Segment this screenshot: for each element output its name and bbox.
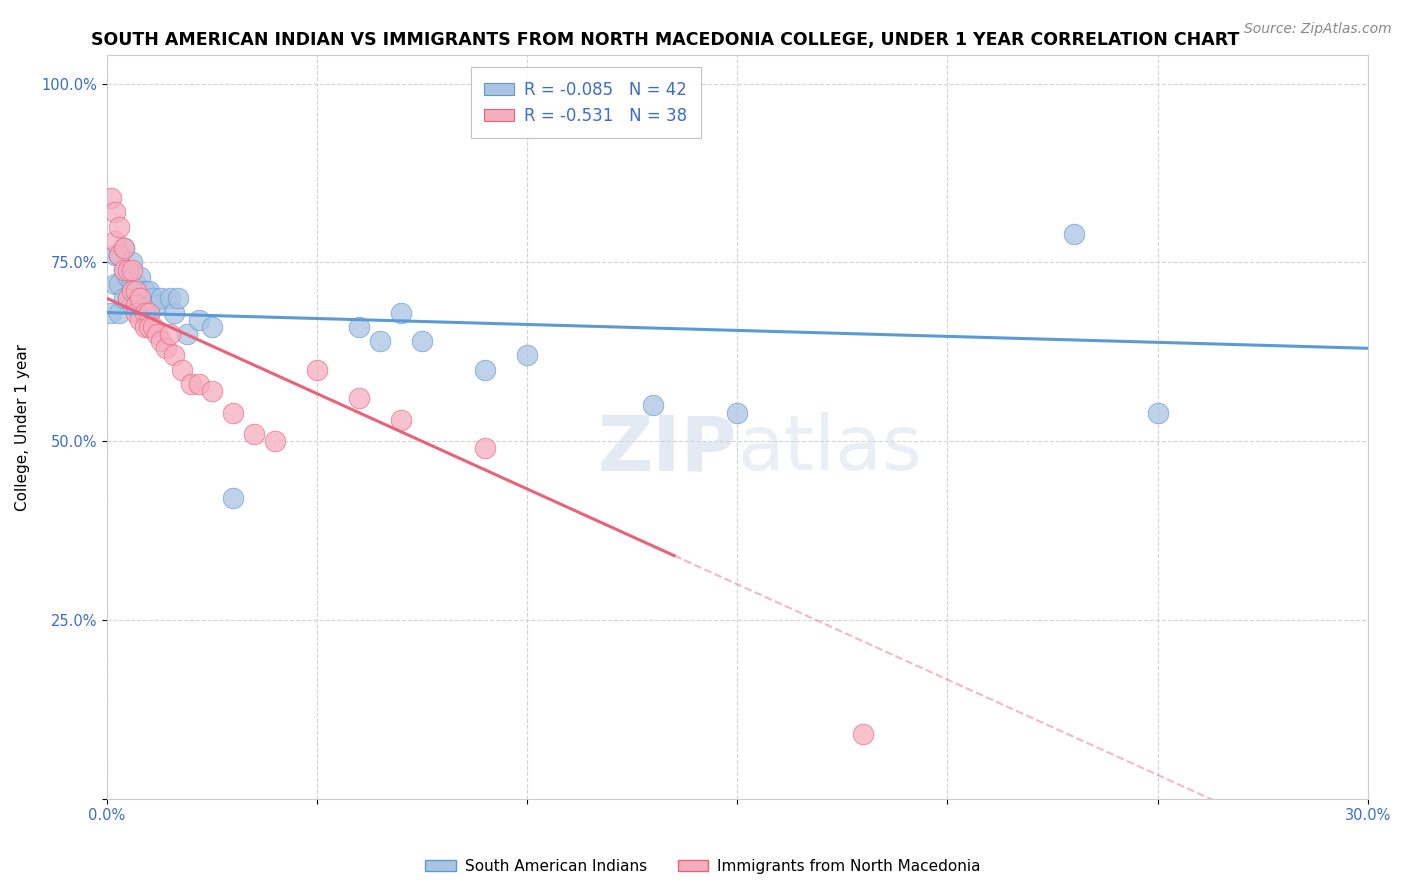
- Point: [121, 277, 143, 291]
- Point: [1146, 406, 1168, 420]
- Point: [108, 219, 131, 234]
- Point: [117, 291, 139, 305]
- Point: [159, 291, 181, 305]
- Point: [852, 727, 875, 741]
- Point: [138, 284, 160, 298]
- Point: [138, 319, 160, 334]
- Point: [347, 392, 370, 406]
- Point: [104, 234, 127, 248]
- Point: [129, 291, 152, 305]
- Point: [125, 305, 148, 319]
- Point: [121, 298, 143, 312]
- Point: [134, 319, 156, 334]
- Point: [108, 305, 131, 319]
- Point: [146, 326, 169, 341]
- Point: [142, 319, 165, 334]
- Point: [163, 305, 186, 319]
- Point: [125, 298, 148, 312]
- Point: [138, 305, 160, 319]
- Point: [474, 442, 496, 456]
- Point: [117, 269, 139, 284]
- Point: [389, 305, 412, 319]
- Point: [222, 491, 245, 506]
- Point: [176, 326, 198, 341]
- Point: [180, 377, 202, 392]
- Y-axis label: College, Under 1 year: College, Under 1 year: [15, 343, 30, 510]
- Point: [129, 291, 152, 305]
- Point: [389, 413, 412, 427]
- Point: [112, 262, 135, 277]
- Point: [163, 348, 186, 362]
- Point: [125, 284, 148, 298]
- Point: [129, 312, 152, 326]
- Point: [172, 363, 194, 377]
- Point: [347, 319, 370, 334]
- Point: [108, 277, 131, 291]
- Legend: South American Indians, Immigrants from North Macedonia: South American Indians, Immigrants from …: [419, 853, 987, 880]
- Point: [112, 241, 135, 255]
- Point: [243, 427, 266, 442]
- Point: [201, 319, 224, 334]
- Point: [201, 384, 224, 399]
- Point: [138, 305, 160, 319]
- Point: [305, 363, 328, 377]
- Point: [121, 262, 143, 277]
- Point: [125, 277, 148, 291]
- Point: [146, 298, 169, 312]
- Point: [368, 334, 391, 348]
- Point: [725, 406, 748, 420]
- Point: [188, 377, 211, 392]
- Point: [112, 241, 135, 255]
- Point: [142, 291, 165, 305]
- Point: [112, 291, 135, 305]
- Point: [100, 191, 122, 205]
- Text: Source: ZipAtlas.com: Source: ZipAtlas.com: [1244, 22, 1392, 37]
- Point: [108, 248, 131, 262]
- Point: [188, 312, 211, 326]
- Point: [108, 248, 131, 262]
- Point: [134, 305, 156, 319]
- Point: [1063, 227, 1085, 241]
- Point: [134, 284, 156, 298]
- Point: [150, 291, 173, 305]
- Point: [121, 284, 143, 298]
- Point: [155, 341, 177, 355]
- Point: [474, 363, 496, 377]
- Point: [121, 255, 143, 269]
- Point: [150, 334, 173, 348]
- Point: [100, 305, 122, 319]
- Point: [117, 262, 139, 277]
- Point: [222, 406, 245, 420]
- Point: [159, 326, 181, 341]
- Point: [125, 298, 148, 312]
- Point: [104, 248, 127, 262]
- Point: [411, 334, 433, 348]
- Point: [112, 262, 135, 277]
- Point: [263, 434, 285, 449]
- Point: [104, 277, 127, 291]
- Text: atlas: atlas: [737, 412, 922, 486]
- Point: [117, 291, 139, 305]
- Point: [167, 291, 190, 305]
- Point: [643, 399, 665, 413]
- Text: SOUTH AMERICAN INDIAN VS IMMIGRANTS FROM NORTH MACEDONIA COLLEGE, UNDER 1 YEAR C: SOUTH AMERICAN INDIAN VS IMMIGRANTS FROM…: [91, 31, 1240, 49]
- Point: [134, 305, 156, 319]
- Legend: R = -0.085   N = 42, R = -0.531   N = 38: R = -0.085 N = 42, R = -0.531 N = 38: [471, 67, 700, 138]
- Text: ZIP: ZIP: [598, 412, 737, 486]
- Point: [129, 269, 152, 284]
- Point: [104, 205, 127, 219]
- Point: [516, 348, 538, 362]
